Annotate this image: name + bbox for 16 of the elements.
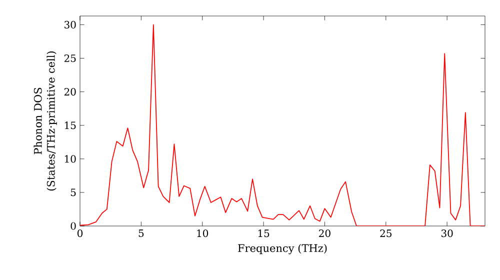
y-tick-label: 30 [64,20,76,28]
x-axis-title: Frequency (THz) [238,244,327,254]
y-tick-label: 5 [70,188,76,196]
x-tick-label: 30 [441,230,453,238]
x-tick-label: 20 [319,230,330,238]
x-tick-label: 5 [138,230,144,237]
y-axis-title: Phonon DOS (States/THz·primitive cell) [34,51,57,191]
x-tick-label: 0 [77,230,83,238]
x-tick-label: 10 [197,230,208,238]
y-tick-label: 0 [70,222,76,230]
y-tick-label: 25 [64,54,76,62]
y-tick-label: 15 [64,122,76,130]
y-tick-label: 20 [64,88,76,96]
x-tick-label: 25 [380,230,392,238]
y-tick-label: 10 [64,155,76,163]
x-tick-label: 15 [258,230,270,238]
